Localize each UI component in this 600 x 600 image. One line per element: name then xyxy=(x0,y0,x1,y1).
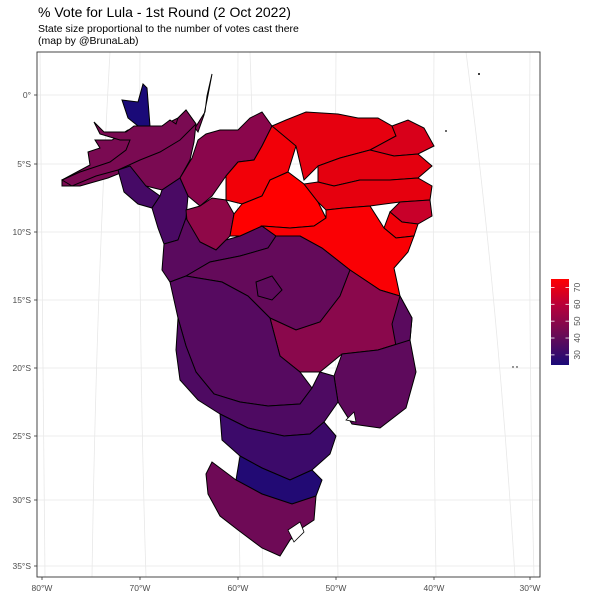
y-tick-label: 5°S xyxy=(17,159,31,169)
x-tick-label: 40°W xyxy=(424,583,445,593)
y-tick-label: 0° xyxy=(23,90,31,100)
legend-colorbar xyxy=(551,279,569,365)
legend-tick-label: 70 xyxy=(572,282,582,292)
y-tick-label: 20°S xyxy=(12,363,31,373)
x-tick-label: 60°W xyxy=(228,583,249,593)
x-tick-label: 30°W xyxy=(520,583,541,593)
state-distrito-federal xyxy=(255,275,283,301)
y-tick-label: 25°S xyxy=(12,431,31,441)
x-tick-label: 50°W xyxy=(326,583,347,593)
y-tick-label: 10°S xyxy=(12,227,31,237)
legend-tick-label: 30 xyxy=(572,350,582,360)
map-subtitle: State size proportional to the number of… xyxy=(38,23,299,47)
island-dot xyxy=(512,366,514,368)
map-title: % Vote for Lula - 1st Round (2 Oct 2022) xyxy=(38,4,291,20)
island-dot xyxy=(478,73,480,75)
plot-border xyxy=(36,51,541,578)
x-ticks xyxy=(41,577,531,580)
legend-tick-label: 50 xyxy=(572,316,582,326)
legend-tick-label: 40 xyxy=(572,333,582,343)
lagoon-inlet xyxy=(287,521,305,543)
color-legend: 30 40 50 60 70 xyxy=(551,279,582,365)
legend-ticks: 30 40 50 60 70 xyxy=(551,282,582,360)
coast-inlet xyxy=(345,411,357,423)
island-dot xyxy=(516,366,518,368)
y-ticks xyxy=(34,94,37,567)
subtitle-line-2: (map by @BrunaLab) xyxy=(38,35,139,47)
x-tick-label: 80°W xyxy=(32,583,53,593)
state-rondonia xyxy=(151,177,189,245)
y-tick-label: 15°S xyxy=(12,295,31,305)
y-tick-label: 35°S xyxy=(12,561,31,571)
state-rio-grande-do-sul xyxy=(205,461,317,557)
x-tick-label: 70°W xyxy=(130,583,151,593)
state-sao-paulo xyxy=(175,317,339,437)
state-shapes xyxy=(60,73,435,557)
y-axis-labels: 0° 5°S 10°S 15°S 20°S 25°S 30°S 35°S xyxy=(12,90,31,571)
subtitle-line-1: State size proportional to the number of… xyxy=(38,23,299,35)
legend-tick-label: 60 xyxy=(572,299,582,309)
x-axis-labels: 80°W 70°W 60°W 50°W 40°W 30°W xyxy=(32,583,541,593)
island-dot xyxy=(445,130,447,132)
state-amazonas-spike xyxy=(60,109,197,187)
state-amapa xyxy=(194,73,213,134)
y-tick-label: 30°S xyxy=(12,495,31,505)
state-roraima xyxy=(121,83,151,127)
